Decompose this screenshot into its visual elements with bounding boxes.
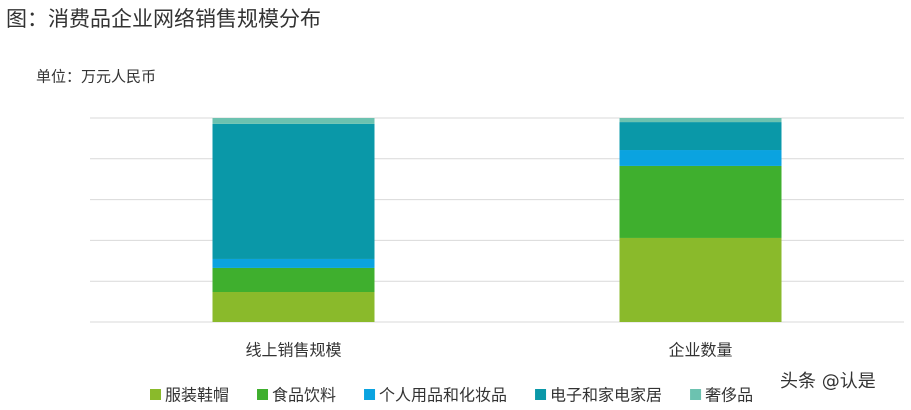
- bar-segment: [212, 123, 375, 259]
- legend-label: 奢侈品: [705, 386, 753, 405]
- legend-label: 个人用品和化妆品: [379, 386, 507, 405]
- chart-title: 图：消费品企业网络销售规模分布: [6, 7, 321, 31]
- bar-segment: [619, 122, 782, 151]
- x-tick-label: 企业数量: [668, 341, 732, 360]
- bar-segment: [619, 118, 782, 123]
- bar-segment: [212, 118, 375, 124]
- watermark: 头条 @认是: [780, 371, 876, 392]
- x-tick-label: 线上销售规模: [245, 341, 341, 360]
- bar-segment: [619, 237, 782, 322]
- bar-segment: [212, 292, 375, 322]
- legend-label: 食品饮料: [272, 386, 336, 405]
- legend-label: 服装鞋帽: [165, 386, 229, 405]
- legend-swatch: [257, 389, 269, 400]
- unit-label: 单位：万元人民币: [36, 68, 156, 86]
- legend-swatch: [150, 389, 161, 400]
- bar-segment: [619, 150, 782, 166]
- bar-segment: [212, 267, 375, 293]
- legend-swatch: [690, 389, 702, 400]
- bar-segment: [212, 258, 375, 268]
- legend-swatch: [535, 389, 547, 400]
- legend-label: 电子和家电家居: [550, 386, 662, 405]
- legend-swatch: [364, 389, 376, 400]
- bar-segment: [619, 165, 782, 238]
